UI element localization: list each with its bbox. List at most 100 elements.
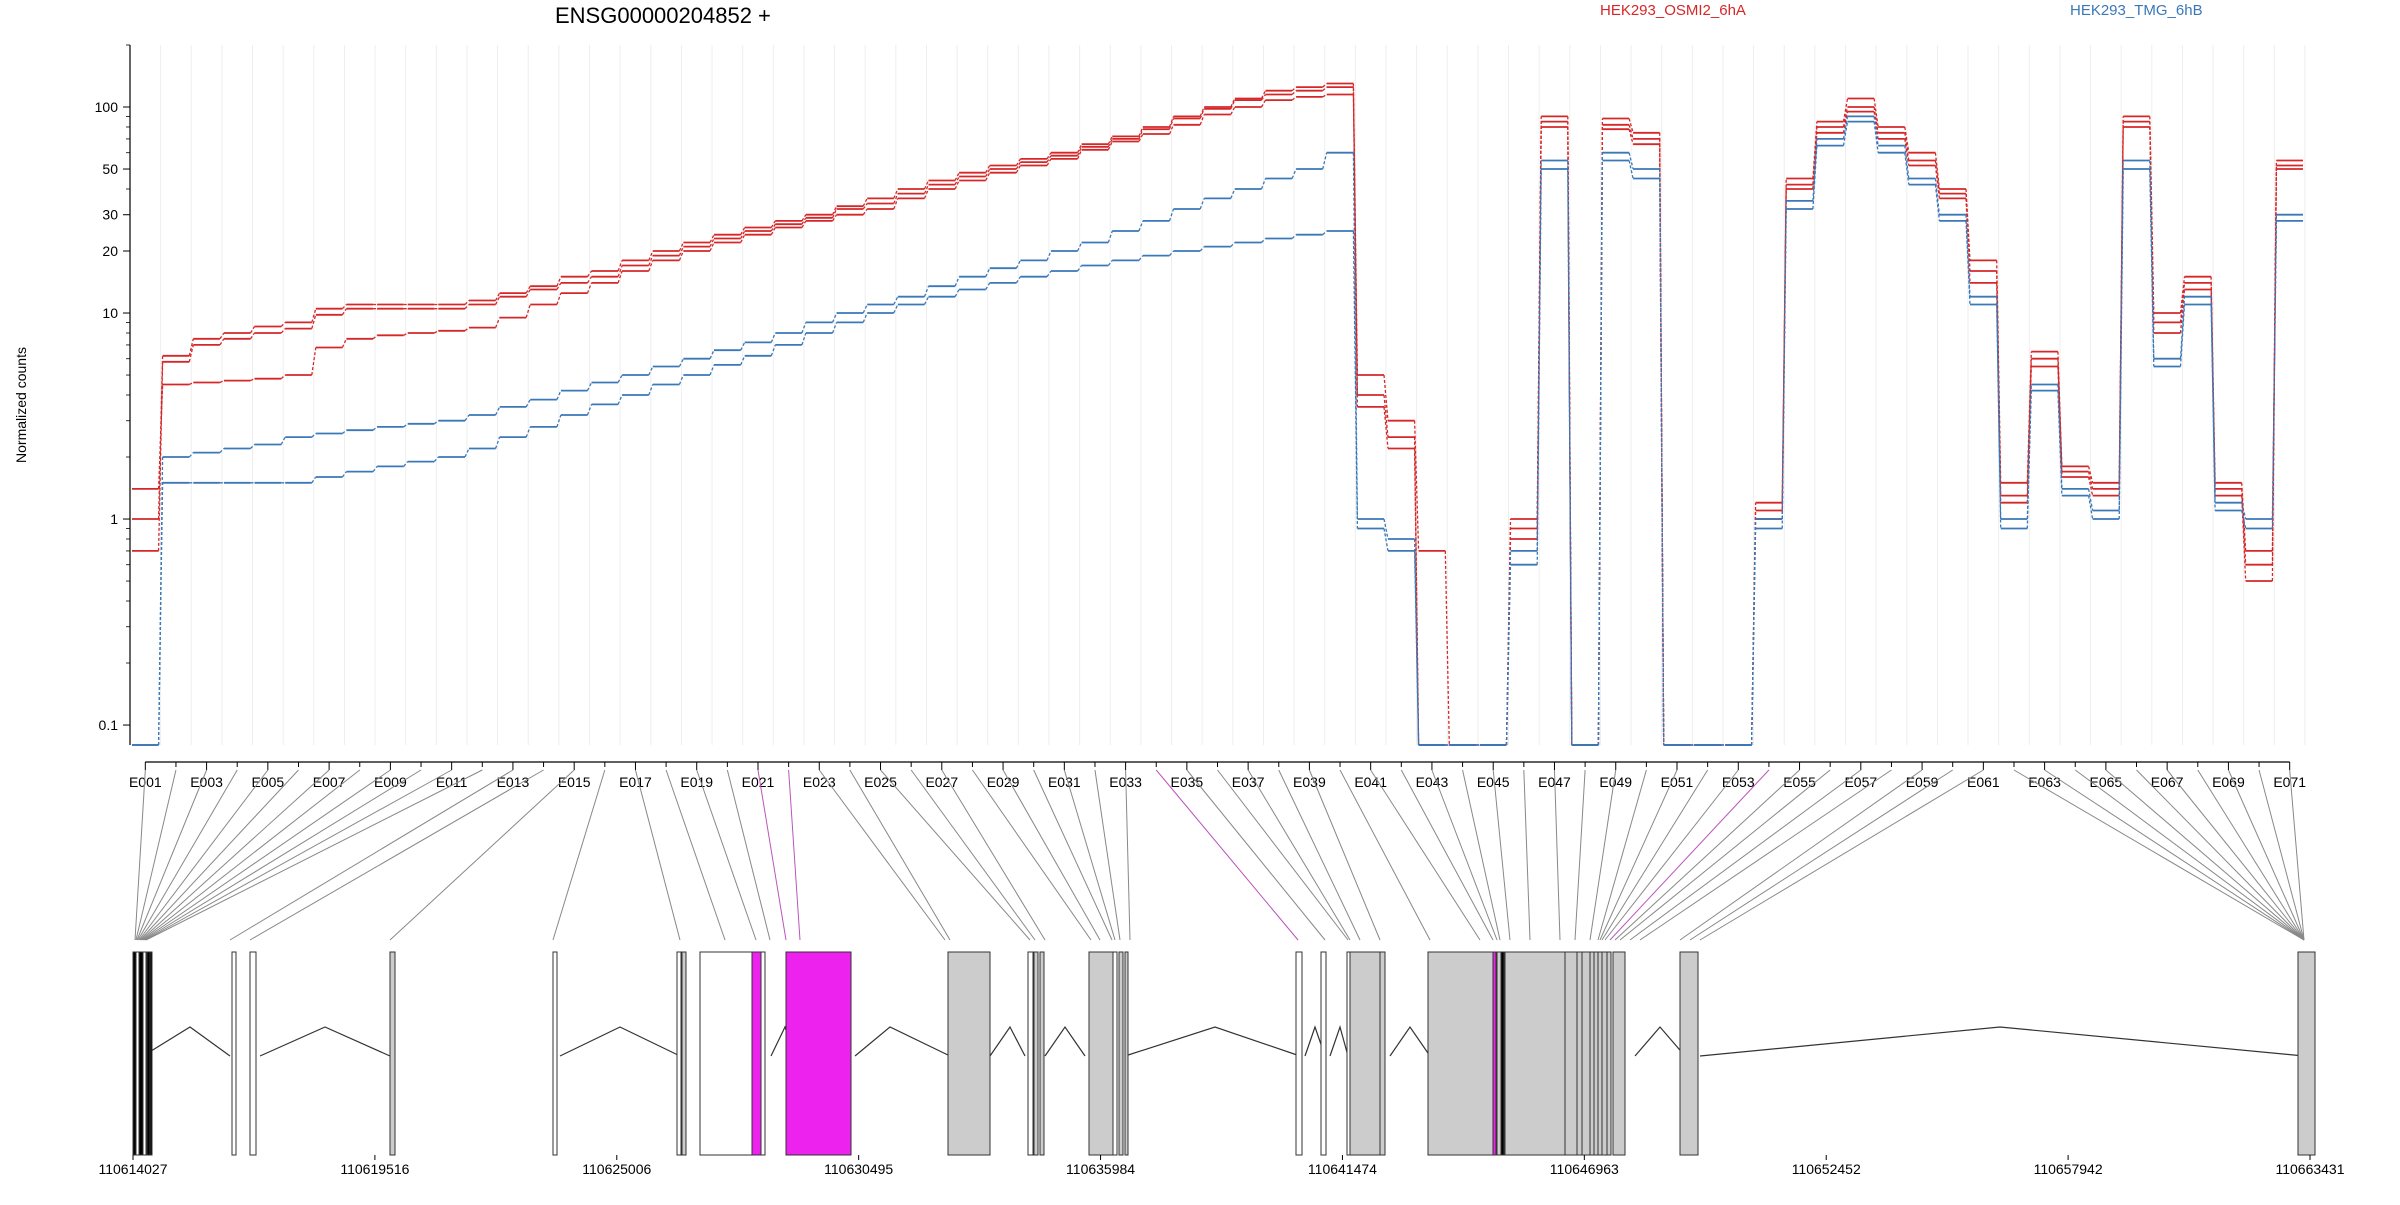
x-tick-label: E063 (2028, 774, 2061, 790)
exon-box (1039, 951, 1045, 1156)
y-tick-label: 50 (102, 161, 118, 177)
x-tick-label: E019 (680, 774, 713, 790)
exon-box (681, 951, 687, 1156)
exon-connector (1033, 769, 1113, 941)
exon-connector (1308, 769, 1381, 941)
exon-connector (136, 769, 208, 941)
exon-box (947, 951, 991, 1156)
y-tick-label: 1 (110, 511, 118, 527)
exon-connector (1601, 769, 1709, 941)
exon-box (1576, 951, 1583, 1156)
series-3 (132, 115, 2303, 746)
exon-box (1427, 951, 1494, 1156)
exon-connector-lines (134, 769, 2305, 941)
exon-connector (143, 769, 422, 941)
x-tick-label: E059 (1906, 774, 1939, 790)
exon-connector (1247, 769, 1351, 941)
exon-connector (2289, 769, 2305, 941)
coordinate-label: 110657942 (2034, 1161, 2103, 1177)
x-tick-label: E005 (252, 774, 285, 790)
exon-connector (2166, 769, 2305, 941)
x-tick-label: E001 (129, 774, 162, 790)
gene-model (132, 951, 2316, 1156)
x-tick-label: E003 (190, 774, 223, 790)
exon-connector (910, 769, 1036, 941)
exon-connector (1339, 769, 1431, 941)
x-tick-label: E007 (313, 774, 346, 790)
chart-title: ENSG00000204852 + (555, 3, 771, 28)
exon-box (1581, 951, 1591, 1156)
x-tick-label: E041 (1354, 774, 1387, 790)
x-tick-label: E023 (803, 774, 836, 790)
x-tick-label: E011 (436, 774, 468, 790)
x-tick-label: E071 (2273, 774, 2306, 790)
exon-connector (1278, 769, 1361, 941)
exon-box (142, 951, 147, 1156)
coordinate-label: 110630495 (824, 1161, 893, 1177)
exon-connector (137, 769, 238, 941)
series-connectors (157, 93, 2278, 746)
exon-box (249, 951, 257, 1156)
exon-box (1564, 951, 1578, 1156)
series-steps (132, 120, 2303, 746)
series-steps (132, 82, 2303, 746)
exon-box (149, 951, 153, 1156)
exon-box (389, 951, 396, 1156)
exon-box (1088, 951, 1114, 1156)
exon-connector (2136, 769, 2305, 941)
coordinate-label: 110614027 (98, 1161, 167, 1177)
exon-connector (2258, 769, 2305, 941)
x-tick-label: E049 (1599, 774, 1632, 790)
coordinate-label: 110625006 (582, 1161, 651, 1177)
vertical-gridlines (129, 45, 2306, 745)
x-tick-label: E061 (1967, 774, 2000, 790)
exon-connector (1370, 769, 1481, 941)
exon-box (1349, 951, 1381, 1156)
x-tick-label: E017 (619, 774, 652, 790)
exon-box (552, 951, 558, 1156)
exon-connector (1002, 769, 1101, 941)
exon-connector (135, 769, 177, 941)
series-connectors (157, 121, 2278, 746)
exon-box (1679, 951, 1699, 1156)
exon-box (760, 951, 766, 1156)
exon-box (1500, 951, 1505, 1156)
legend-label-tmg: HEK293_TMG_6hB (2070, 2, 2203, 19)
exon-connector (972, 769, 1092, 941)
exon-connector (1155, 769, 1299, 941)
exon-box (1496, 951, 1502, 1156)
exon-box (1612, 951, 1626, 1156)
exon-box (2297, 951, 2316, 1156)
exon-box (785, 951, 852, 1156)
y-tick-label: 20 (102, 243, 118, 259)
exon-connector (1492, 769, 1511, 941)
exon-connector (141, 769, 361, 941)
genomic-coordinate-axis: 110614027 110619516 110625006 110630495 1106… (98, 1155, 2345, 1177)
x-tick-label: E021 (742, 774, 775, 790)
y-axis: 0.1 1 10 20 30 50 100 (95, 44, 131, 745)
x-tick-label: E013 (497, 774, 530, 790)
exon-connector (880, 769, 1031, 941)
exon-box (1295, 951, 1303, 1156)
coordinate-label: 110652452 (1792, 1161, 1861, 1177)
exon-connector (229, 769, 514, 941)
exon-box (751, 951, 762, 1156)
exon-box (1593, 951, 1599, 1156)
exon-connector (1431, 769, 1498, 941)
exon-connector (788, 769, 801, 941)
exon-connector (1217, 769, 1349, 941)
exon-connector (2074, 769, 2305, 941)
x-tick-label: E043 (1416, 774, 1449, 790)
exon-connector (1679, 769, 1923, 941)
intron-lines (142, 1024, 2305, 1057)
y-tick-label: 100 (95, 99, 119, 115)
exon-connector (134, 769, 146, 941)
x-tick-label: E025 (864, 774, 897, 790)
exon-connector (1063, 769, 1116, 941)
legend-label-osmi2: HEK293_OSMI2_6hA (1600, 2, 1746, 19)
exon-connector (1604, 769, 1739, 941)
exon-connector (142, 769, 391, 941)
exon-connector (1125, 769, 1131, 941)
exon-box (1606, 951, 1612, 1156)
